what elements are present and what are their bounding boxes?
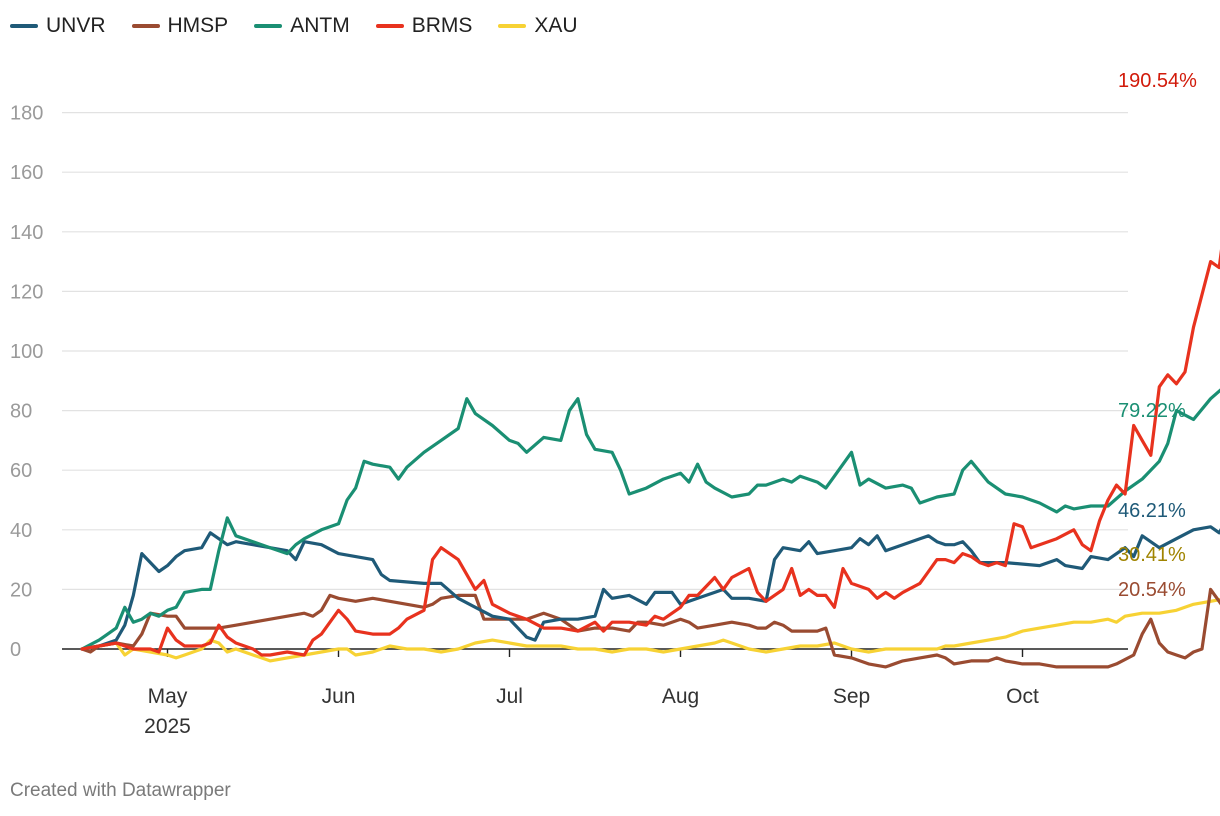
end-label-brms: 190.54% [1118, 70, 1197, 92]
x-tick-label: Jul [496, 685, 523, 708]
y-axis-ticks: 0 20 40 60 80 100 120 140 160 180 [10, 103, 43, 661]
series-line-unvr [80, 525, 1220, 651]
y-tick-label: 40 [10, 520, 32, 542]
x-axis-ticks: May 2025 Jun Jul Aug Sep Oct [144, 649, 1039, 738]
gridlines [62, 111, 1128, 650]
legend-swatch-brms [375, 24, 404, 28]
y-tick-label: 100 [10, 341, 43, 363]
legend-label-brms: BRMS [411, 14, 473, 37]
y-tick-label: 180 [10, 103, 43, 125]
series-line-brms [80, 248, 1220, 657]
x-tick-sublabel: 2025 [144, 715, 191, 738]
series-line-xau [80, 598, 1220, 663]
y-tick-label: 140 [10, 222, 43, 244]
legend: UNVR HMSP ANTM BRMS XAU [10, 14, 578, 38]
y-tick-label: 120 [10, 281, 43, 303]
y-tick-label: 60 [10, 460, 32, 482]
end-label-antm: 79.22% [1118, 400, 1186, 422]
y-tick-label: 160 [10, 162, 43, 184]
legend-item-hmsp[interactable]: HMSP [131, 14, 229, 38]
x-tick-label: May [148, 685, 188, 708]
legend-swatch-antm [254, 24, 283, 28]
series-lines [80, 248, 1220, 669]
y-tick-label: 0 [10, 639, 21, 661]
legend-label-unvr: UNVR [46, 14, 106, 37]
x-tick-label: Aug [662, 685, 699, 708]
y-tick-label: 20 [10, 579, 32, 601]
legend-item-antm[interactable]: ANTM [254, 14, 350, 38]
legend-swatch-xau [498, 24, 527, 28]
legend-label-hmsp: HMSP [167, 14, 229, 37]
end-label-hmsp: 20.54% [1118, 579, 1186, 601]
legend-item-xau[interactable]: XAU [498, 14, 578, 38]
end-labels: 46.21% 20.54% 79.22% 190.54% 30.41% [1118, 70, 1197, 601]
legend-label-antm: ANTM [290, 14, 350, 37]
series-line-antm [80, 388, 1220, 651]
end-label-unvr: 46.21% [1118, 500, 1186, 522]
legend-swatch-hmsp [131, 24, 160, 28]
end-label-xau: 30.41% [1118, 544, 1186, 566]
credit-text: Created with Datawrapper [10, 780, 231, 801]
legend-item-unvr[interactable]: UNVR [10, 14, 106, 38]
legend-label-xau: XAU [534, 14, 578, 37]
y-tick-label: 80 [10, 401, 32, 423]
series-line-hmsp [80, 587, 1220, 669]
x-tick-label: Jun [322, 685, 356, 708]
legend-item-brms[interactable]: BRMS [375, 14, 473, 38]
x-tick-label: Oct [1006, 685, 1039, 708]
x-tick-label: Sep [833, 685, 870, 708]
legend-swatch-unvr [10, 24, 38, 28]
